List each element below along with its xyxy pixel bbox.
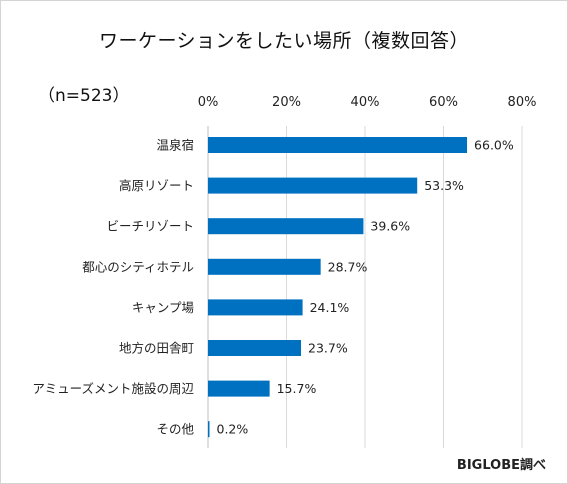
category-label: 高原リゾート [119, 178, 194, 193]
x-tick-label: 40% [351, 95, 380, 110]
bar [208, 421, 210, 438]
x-tick-label: 0% [198, 95, 219, 110]
value-label: 28.7% [328, 259, 368, 274]
sample-size-note: （n=523） [38, 86, 130, 106]
bar [208, 177, 418, 194]
value-label: 66.0% [474, 138, 514, 153]
value-label: 0.2% [217, 422, 249, 437]
x-axis-tick-labels: 0% 20% 40% 60% 80% [198, 95, 537, 110]
x-tick-label: 60% [429, 95, 458, 110]
value-label: 39.6% [370, 219, 410, 234]
x-tick-label: 80% [508, 95, 537, 110]
category-label: キャンプ場 [132, 300, 194, 315]
category-label: ビーチリゾート [106, 219, 194, 234]
category-label: 都心のシティホテル [82, 259, 194, 274]
x-tick-label: 20% [272, 95, 301, 110]
gridlines [207, 126, 523, 448]
source-credit: BIGLOBE調べ [456, 458, 546, 473]
category-label: アミューズメント施設の周辺 [32, 381, 194, 396]
bar [208, 380, 270, 397]
bars [208, 137, 468, 438]
category-label: 地方の田舎町 [119, 341, 194, 356]
category-label: 温泉宿 [156, 138, 194, 153]
value-label: 15.7% [277, 381, 317, 396]
value-label: 23.7% [308, 341, 348, 356]
bar [208, 137, 468, 153]
bar [208, 340, 302, 356]
value-label: 24.1% [310, 300, 350, 315]
bar [208, 218, 364, 235]
category-label: その他 [156, 422, 194, 437]
value-labels: 66.0% 53.3% 39.6% 28.7% 24.1% 23.7% 15.7% 0.2% [217, 138, 514, 437]
bar [208, 258, 321, 275]
category-labels: 温泉宿高原リゾートビーチリゾート都心のシティホテルキャンプ場地方の田舎町アミュー… [32, 138, 194, 437]
bar [208, 299, 303, 316]
value-label: 53.3% [424, 178, 464, 193]
chart-title: ワーケーションをしたい場所（複数回答） [98, 30, 470, 52]
